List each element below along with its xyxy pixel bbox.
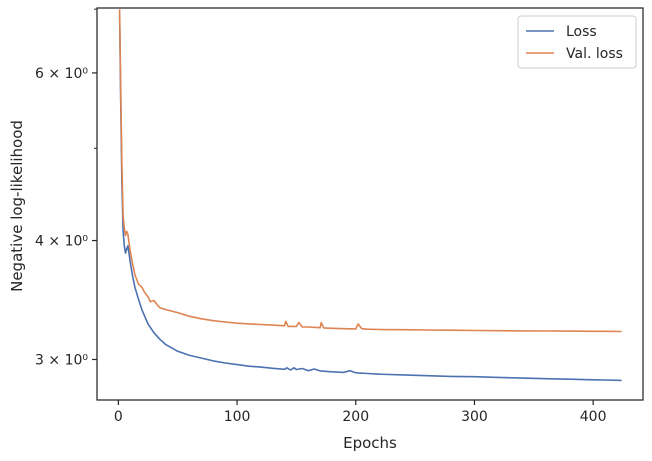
legend-label-val-loss: Val. loss	[566, 46, 623, 62]
y-tick-label: 6 × 10⁰	[35, 66, 88, 82]
series-line-val-loss	[118, 9, 622, 333]
x-tick-label: 200	[342, 409, 369, 425]
y-axis-title: Negative log-likelihood	[8, 120, 26, 292]
x-axis: 0 100 200 300 400	[114, 400, 607, 425]
legend-frame	[517, 15, 637, 69]
x-axis-title: Epochs	[343, 434, 397, 452]
y-tick-label: 3 × 10⁰	[35, 352, 88, 368]
x-tick-label: 100	[224, 409, 251, 425]
series-layer	[118, 9, 622, 382]
legend: Loss Val. loss	[517, 15, 637, 69]
plot-frame	[96, 7, 644, 401]
x-tick-label: 0	[114, 409, 123, 425]
series-line-loss	[118, 15, 622, 382]
y-tick-label: 4 × 10⁰	[35, 234, 88, 250]
y-axis: 3 × 10⁰ 4 × 10⁰ 6 × 10⁰	[35, 8, 97, 368]
x-tick-label: 300	[461, 409, 488, 425]
x-tick-label: 400	[580, 409, 607, 425]
legend-label-loss: Loss	[566, 24, 597, 40]
